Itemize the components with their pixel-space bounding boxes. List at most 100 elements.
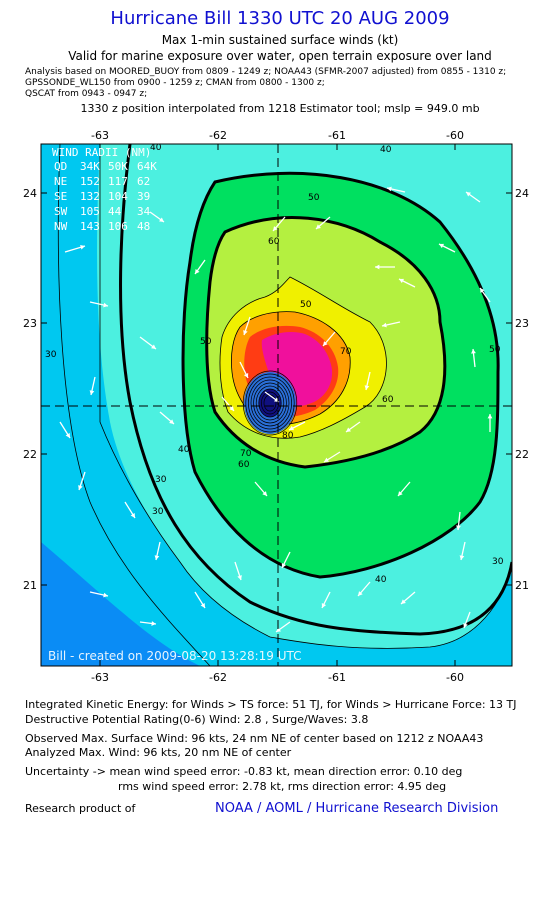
contour-label: 60 [238, 460, 250, 470]
wind-vector [459, 541, 466, 561]
exposure-note: Valid for marine exposure over water, op… [68, 49, 492, 63]
wind-vector [239, 361, 249, 379]
wind-radii-cell: 152 [80, 175, 100, 188]
wind-vector [357, 581, 371, 597]
wind-radii-row: SW 105 44 34 [54, 205, 151, 218]
eye-ring [250, 379, 290, 427]
wind-radii-table: WIND RADII (NM) QD 34K 50K 64K NE 152 11… [52, 146, 157, 233]
wind-radii-row: NE 152 117 62 [54, 175, 150, 188]
lat-label-left: 23 [23, 317, 37, 330]
wind-vector [400, 591, 416, 605]
wind-vector [139, 336, 157, 350]
contour-line-minor-1 [57, 144, 211, 666]
wind-vector [463, 611, 471, 629]
analyzed-max-wind: Analyzed Max. Wind: 96 kts, 20 nm NE of … [25, 746, 292, 759]
wind-vector [159, 411, 175, 425]
contour-line-group-minor [57, 144, 512, 666]
contour-label: 40 [150, 143, 162, 153]
lon-label-bottom: -63 [91, 671, 109, 684]
eye-ring [258, 388, 282, 418]
contour-label: 40 [178, 445, 190, 455]
wind-vector [89, 591, 109, 598]
lat-label-right: 21 [515, 579, 529, 592]
wind-vector [281, 551, 291, 569]
wind-radii-cell: 62 [137, 175, 150, 188]
wind-vector [364, 371, 371, 391]
wind-vector [479, 287, 491, 303]
wind-radii-cell: SE [54, 190, 67, 203]
wind-vector [124, 501, 136, 519]
contour-label: 30 [492, 557, 504, 567]
eye-ring [261, 391, 279, 415]
lon-labels-top: -63 -62 -61 -60 [91, 129, 464, 142]
wind-vector [194, 591, 206, 609]
wind-radii-row: NW 143 106 48 [54, 220, 150, 233]
contour-label: 60 [382, 395, 394, 405]
contour-label: 30 [155, 475, 167, 485]
lon-labels-bottom: -63 -62 -61 -60 [91, 671, 464, 684]
wind-radii-header-cell: 50K [108, 160, 128, 173]
wind-vector [149, 211, 165, 223]
lat-label-right: 24 [515, 187, 529, 200]
eye-ring [255, 385, 285, 421]
wind-vector [194, 259, 206, 275]
contour-line-64kt [205, 216, 447, 469]
contour-label: 80 [282, 431, 294, 441]
wind-vector [221, 396, 235, 412]
lat-label-right: 23 [515, 317, 529, 330]
contour-line-minor-3 [219, 276, 387, 439]
contour-label: 40 [380, 145, 392, 155]
wind-vector [272, 216, 286, 232]
wind-vector [487, 414, 493, 432]
eye-ring [248, 376, 292, 430]
wind-vector [78, 471, 86, 491]
wind-radii-cell: NE [54, 175, 67, 188]
lat-label-left: 21 [23, 579, 37, 592]
contour-label: 50 [308, 193, 320, 203]
wind-vector [59, 421, 71, 439]
wind-radii-cell: SW [54, 205, 68, 218]
dpr-line: Destructive Potential Rating(0-6) Wind: … [25, 713, 369, 726]
wind-vector [398, 278, 416, 288]
lat-labels-right: 24 23 22 21 [515, 187, 529, 592]
wind-vector [275, 621, 291, 633]
wind-vector [315, 216, 331, 230]
wind-vector [243, 316, 251, 336]
wind-radii-cell: 105 [80, 205, 100, 218]
contour-line-34kt [119, 144, 512, 636]
wind-radii-cell: 39 [137, 190, 150, 203]
wind-vector [89, 376, 96, 396]
wind-radii-cell: 104 [108, 190, 128, 203]
wind-radii-header-cell: 34K [80, 160, 100, 173]
wind-radii-header-cell: QD [54, 160, 67, 173]
contour-line-minor-2 [99, 144, 512, 649]
lon-label-top: -60 [446, 129, 464, 142]
observed-max-wind: Observed Max. Surface Wind: 96 kts, 24 n… [25, 732, 484, 745]
wind-radii-cell: 117 [108, 175, 128, 188]
wind-radii-cell: 44 [108, 205, 122, 218]
analysis-line-3: QSCAT from 0943 - 0947 z; [25, 89, 148, 99]
wind-vector [471, 348, 476, 368]
analysis-line-1: Analysis based on MOORED_BUOY from 0809 … [25, 67, 507, 77]
wind-vector [323, 451, 341, 463]
axis-ticks [41, 144, 512, 666]
wind-vector [321, 591, 331, 609]
eye-ring [253, 382, 287, 424]
lat-label-left: 24 [23, 187, 37, 200]
eye-ring [242, 370, 298, 436]
wind-vector [465, 191, 481, 203]
lon-label-bottom: -60 [446, 671, 464, 684]
uncertainty-line-1: Uncertainty -> mean wind speed error: -0… [25, 765, 463, 778]
position-note: 1330 z position interpolated from 1218 E… [80, 102, 480, 115]
wind-vector [456, 511, 461, 531]
eye-core [259, 389, 281, 417]
lon-label-top: -63 [91, 129, 109, 142]
credit-link[interactable]: NOAA / AOML / Hurricane Research Divisio… [215, 801, 499, 816]
contour-label: 30 [45, 350, 57, 360]
contour-label: 60 [268, 237, 280, 247]
wind-vector [254, 481, 268, 497]
contour-label: 50 [489, 345, 501, 355]
